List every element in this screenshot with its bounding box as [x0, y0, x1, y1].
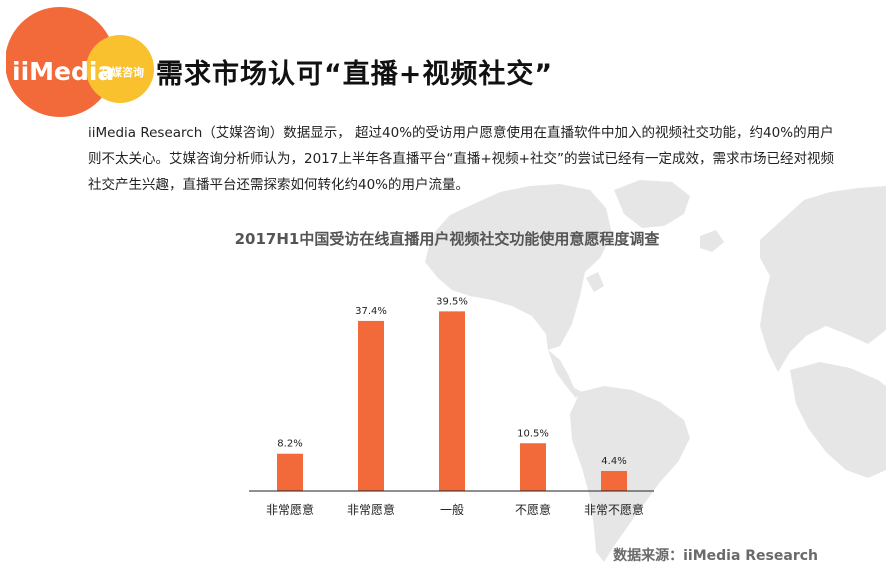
category-label-0: 非常愿意 — [266, 502, 314, 517]
logo-wordmark: iiMedia — [12, 57, 114, 86]
category-label-4: 非常不愿意 — [584, 502, 644, 517]
bar-4 — [601, 470, 627, 491]
logo-chinese-name: 艾媒咨询 — [100, 65, 144, 79]
category-label-2: 一般 — [440, 502, 464, 517]
bar-1 — [358, 320, 384, 491]
bar-2 — [439, 311, 465, 491]
value-label-2: 39.5% — [436, 296, 468, 307]
value-label-1: 37.4% — [355, 306, 387, 317]
bar-0 — [277, 453, 303, 491]
value-label-3: 10.5% — [517, 428, 549, 439]
bar-3 — [520, 443, 546, 491]
iimedia-logo: iiMedia 艾媒咨询 — [6, 7, 154, 117]
value-label-0: 8.2% — [277, 439, 302, 450]
category-label-3: 不愿意 — [515, 502, 551, 517]
chart-title: 2017H1中国受访在线直播用户视频社交功能使用意愿程度调查 — [235, 230, 661, 248]
category-label-1: 非常愿意 — [347, 502, 395, 517]
value-label-4: 4.4% — [601, 456, 626, 467]
data-source: 数据来源：iiMedia Research — [613, 548, 818, 564]
summary-paragraph: iiMedia Research（艾媒咨询）数据显示， 超过40%的受访用户愿意… — [88, 125, 834, 193]
page-title: 需求市场认可“直播+视频社交” — [156, 59, 554, 90]
